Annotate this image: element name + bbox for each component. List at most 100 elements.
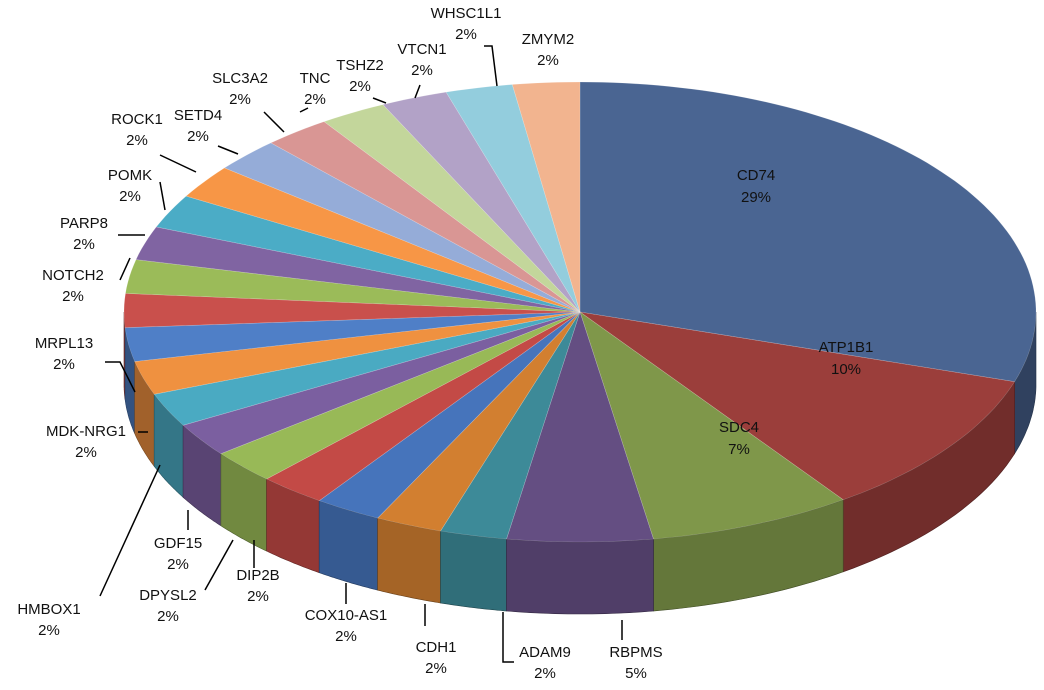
leader-line-mrpl13 [105, 361, 136, 393]
slice-label-zmym2: ZMYM2 2% [522, 31, 575, 69]
slice-name-hmbox1: HMBOX1 [17, 601, 80, 618]
slice-name-adam9: ADAM9 [519, 644, 571, 661]
slice-percent-pomk: 2% [119, 188, 141, 205]
slice-name-setd4: SETD4 [174, 107, 222, 124]
slice-label-gdf15: GDF15 2% [154, 535, 202, 573]
slice-name-sdc4: SDC4 [719, 419, 759, 436]
label-leader-lines [99, 45, 623, 663]
pie-slice-tshz2 [323, 104, 581, 313]
slice-percent-parp8: 2% [73, 236, 95, 253]
slice-name-zmym2: ZMYM2 [522, 31, 575, 48]
slice-name-rbpms: RBPMS [609, 644, 662, 661]
side-wall-rbpms [506, 538, 654, 615]
slice-name-notch2: NOTCH2 [42, 267, 104, 284]
slice-label-rbpms: RBPMS 5% [609, 644, 662, 682]
slice-name-parp8: PARP8 [60, 215, 108, 232]
pie-slice-slc3a2 [223, 142, 581, 313]
slice-label-mrpl13: MRPL13 2% [35, 335, 93, 373]
side-wall-hmbox1 [153, 393, 184, 499]
leader-line-whsc1l1 [484, 45, 498, 87]
slice-label-hmbox1: HMBOX1 2% [17, 601, 80, 639]
slice-label-whsc1l1: WHSC1L1 2% [431, 5, 502, 43]
leader-line-vtcn1 [414, 84, 421, 99]
slice-label-rock1: ROCK1 2% [111, 111, 163, 149]
leader-line-adam9 [502, 612, 514, 663]
leader-line-dpysl2 [204, 539, 234, 591]
leader-line-setd4 [217, 145, 239, 155]
slice-percent-adam9: 2% [534, 665, 556, 682]
pie-slice-rbpms [506, 311, 654, 543]
pie-top-faces [123, 81, 1037, 543]
slice-label-dip2b: DIP2B 2% [236, 567, 279, 605]
slice-percent-vtcn1: 2% [411, 62, 433, 79]
pie-slice-dip2b [265, 311, 581, 502]
leader-line-hmbox1 [99, 464, 161, 597]
slice-percent-whsc1l1: 2% [455, 26, 477, 43]
slice-name-mdk-nrg1: MDK-NRG1 [46, 423, 126, 440]
slice-percent-hmbox1: 2% [38, 622, 60, 639]
slice-percent-mdk-nrg1: 2% [75, 444, 97, 461]
pie-slice-hmbox1 [153, 311, 581, 426]
pie-slice-sdc4 [579, 311, 844, 540]
slice-percent-mrpl13: 2% [53, 356, 75, 373]
pie-slice-gdf15 [182, 311, 581, 455]
pie-slice-setd4 [185, 167, 581, 313]
slice-label-adam9: ADAM9 2% [519, 644, 571, 682]
pie-slice-adam9 [440, 311, 581, 540]
slice-name-cox10-as1: COX10-AS1 [305, 607, 388, 624]
side-wall-adam9 [440, 530, 507, 612]
side-wall-cox10-as1 [318, 500, 378, 591]
slice-name-dpysl2: DPYSL2 [139, 587, 197, 604]
slice-percent-notch2: 2% [62, 288, 84, 305]
slice-percent-dpysl2: 2% [157, 608, 179, 625]
pie-slice-rock1 [155, 195, 581, 313]
slice-label-cdh1: CDH1 2% [416, 639, 457, 677]
slice-name-tnc: TNC [300, 70, 331, 87]
pie-slice-dpysl2 [220, 311, 581, 480]
slice-percent-atp1b1: 10% [831, 361, 861, 378]
slice-name-rock1: ROCK1 [111, 111, 163, 128]
slice-labels: CD74 29%ATP1B1 10%SDC4 7%RBPMS 5%ADAM9 2%CDH1… [17, 5, 873, 682]
slice-name-mrpl13: MRPL13 [35, 335, 93, 352]
slice-label-dpysl2: DPYSL2 2% [139, 587, 197, 625]
slice-percent-rock1: 2% [126, 132, 148, 149]
slice-name-tshz2: TSHZ2 [336, 57, 384, 74]
pie-side-walls [123, 312, 1037, 615]
slice-name-cd74: CD74 [737, 167, 775, 184]
side-wall-cdh1 [377, 517, 441, 604]
leader-line-pomk [159, 181, 166, 211]
slice-label-parp8: PARP8 2% [60, 215, 108, 253]
pie-slice-pomk [135, 226, 581, 313]
slice-percent-zmym2: 2% [537, 52, 559, 69]
slice-label-slc3a2: SLC3A2 2% [212, 70, 268, 108]
slice-name-vtcn1: VTCN1 [397, 41, 446, 58]
slice-percent-slc3a2: 2% [229, 91, 251, 108]
slice-name-whsc1l1: WHSC1L1 [431, 5, 502, 22]
side-wall-gdf15 [182, 424, 222, 527]
pie-slice-parp8 [125, 259, 581, 313]
pie-slice-tnc [270, 121, 581, 313]
leader-line-tnc [299, 107, 309, 113]
slice-name-pomk: POMK [108, 167, 152, 184]
pie-slice-vtcn1 [382, 91, 581, 313]
slice-label-tnc: TNC 2% [300, 70, 331, 108]
slice-label-notch2: NOTCH2 2% [42, 267, 104, 305]
slice-percent-cdh1: 2% [425, 660, 447, 677]
pie-slice-cdh1 [377, 311, 581, 532]
slice-name-dip2b: DIP2B [236, 567, 279, 584]
leader-line-rock1 [159, 154, 197, 173]
slice-name-gdf15: GDF15 [154, 535, 202, 552]
slice-percent-dip2b: 2% [247, 588, 269, 605]
pie-slice-zmym2 [511, 81, 581, 313]
pie-slice-whsc1l1 [445, 84, 581, 313]
slice-label-cox10-as1: COX10-AS1 2% [305, 607, 388, 645]
slice-name-atp1b1: ATP1B1 [819, 339, 874, 356]
slice-label-vtcn1: VTCN1 2% [397, 41, 446, 79]
slice-percent-tnc: 2% [304, 91, 326, 108]
slice-percent-gdf15: 2% [167, 556, 189, 573]
slice-percent-rbpms: 5% [625, 665, 647, 682]
slice-label-mdk-nrg1: MDK-NRG1 2% [46, 423, 126, 461]
slice-label-cd74: CD74 29% [737, 167, 775, 206]
pie-slice-atp1b1 [579, 311, 1016, 501]
